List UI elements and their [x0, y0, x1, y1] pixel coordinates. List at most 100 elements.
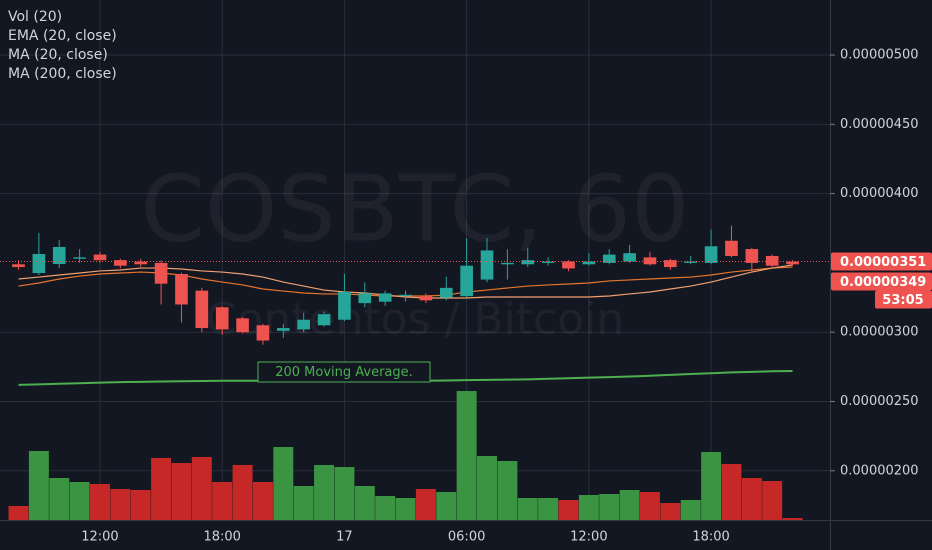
volume-bar	[314, 465, 335, 520]
candle-body	[134, 261, 148, 265]
candle-body	[541, 261, 555, 263]
volume-bar	[151, 458, 172, 520]
y-tick-label: 0.00000300	[840, 325, 919, 340]
volume-bar	[782, 518, 803, 520]
candle-body	[195, 290, 209, 329]
y-tick-label: 0.00000500	[840, 48, 919, 63]
volume-bar	[69, 482, 90, 520]
candle-body	[297, 319, 310, 330]
candle-body	[256, 325, 270, 341]
volume-bar	[415, 489, 436, 520]
volume-bar	[762, 481, 783, 520]
overlay: 200 Moving Average.	[257, 361, 431, 383]
volume-bar	[436, 492, 457, 520]
volume-bar	[212, 482, 233, 520]
candle-body	[378, 293, 392, 302]
candle-body	[12, 264, 25, 268]
candle-body	[93, 254, 107, 261]
candle-body	[786, 261, 799, 265]
volume-bar	[252, 482, 273, 520]
volume-bar	[395, 498, 416, 520]
candle-body	[358, 293, 372, 304]
volume-bar	[721, 464, 742, 520]
candle-body	[725, 240, 738, 256]
volume-bar	[639, 492, 660, 520]
candle-body	[236, 318, 249, 333]
x-tick-label: 06:00	[448, 530, 485, 545]
candle-body	[501, 262, 514, 265]
candle-body	[562, 261, 575, 269]
watermark-symbol: COSBTC, 60	[141, 155, 690, 262]
volume-bar	[660, 503, 681, 520]
legend-entry: MA (20, close)	[8, 47, 108, 63]
y-tick-label: 0.00000250	[840, 394, 919, 409]
volume-bar	[354, 486, 375, 520]
volume-bar	[293, 486, 314, 520]
volume-bar	[273, 447, 294, 520]
volume-bar	[375, 496, 396, 520]
candle-body	[623, 253, 636, 262]
volume-bar	[578, 495, 599, 520]
candle-body	[399, 294, 412, 297]
candle-body	[765, 255, 779, 266]
last-price-label: 0.00000351	[840, 255, 926, 270]
volume-bar	[558, 500, 579, 520]
volume-bar	[497, 461, 518, 520]
x-tick-label: 18:00	[692, 530, 729, 545]
legend-entry: EMA (20, close)	[8, 28, 117, 44]
candle-body	[73, 257, 86, 259]
candle-body	[439, 287, 453, 298]
countdown: 53:05	[882, 293, 923, 308]
candle-body	[52, 246, 66, 265]
legend: Vol (20) EMA (20, close) MA (20, close) MA …	[8, 9, 117, 82]
last-price-label-box	[831, 252, 932, 271]
candle-body	[276, 328, 290, 331]
volume-bar	[619, 490, 640, 520]
volume-bar	[517, 498, 538, 520]
volume-bar	[110, 489, 131, 520]
annotation: 200 Moving Average.	[275, 365, 413, 380]
annotation-box	[257, 361, 431, 383]
candle-body	[745, 249, 759, 263]
x-tick-label: 18:00	[203, 530, 240, 545]
volume-bar	[680, 500, 701, 520]
volume-bar	[49, 478, 70, 520]
volume-bar	[8, 506, 29, 520]
x-tick-label: 17	[336, 530, 353, 545]
x-tick-label: 12:00	[81, 530, 118, 545]
volume-bar	[171, 463, 192, 520]
y-tick-label: 0.00000450	[840, 117, 919, 132]
legend-entry: MA (200, close)	[8, 66, 117, 82]
candle-body	[480, 250, 494, 280]
volume-bar	[456, 391, 477, 520]
candle-body	[114, 260, 127, 266]
candle-body	[215, 307, 229, 330]
volume-bar	[130, 490, 151, 520]
candle-body	[704, 246, 718, 263]
volume-bar	[89, 484, 110, 520]
candle-body	[643, 257, 657, 265]
volume-bar	[28, 451, 49, 520]
volume-bar	[599, 494, 620, 520]
candle-body	[317, 314, 331, 326]
candle-body	[582, 261, 596, 265]
candle-body	[175, 273, 188, 305]
candle-body	[602, 254, 616, 263]
candle-body	[664, 260, 677, 268]
watermark-name: Contentos / Bitcoin	[206, 294, 625, 345]
volume-bar	[741, 478, 762, 520]
volume-bar	[232, 465, 253, 520]
plot-area: COSBTC, 60 Contentos / Bitcoin	[0, 0, 834, 520]
y-tick-label: 0.00000200	[840, 463, 919, 478]
volume-bar	[191, 457, 212, 520]
x-tick-label: 12:00	[570, 530, 607, 545]
countdown-box	[875, 290, 932, 309]
ma-price-label-box	[831, 272, 932, 291]
candle-body	[419, 296, 433, 301]
volume-bar	[701, 452, 722, 520]
candle-body	[521, 260, 535, 265]
volume-bar	[477, 456, 497, 520]
